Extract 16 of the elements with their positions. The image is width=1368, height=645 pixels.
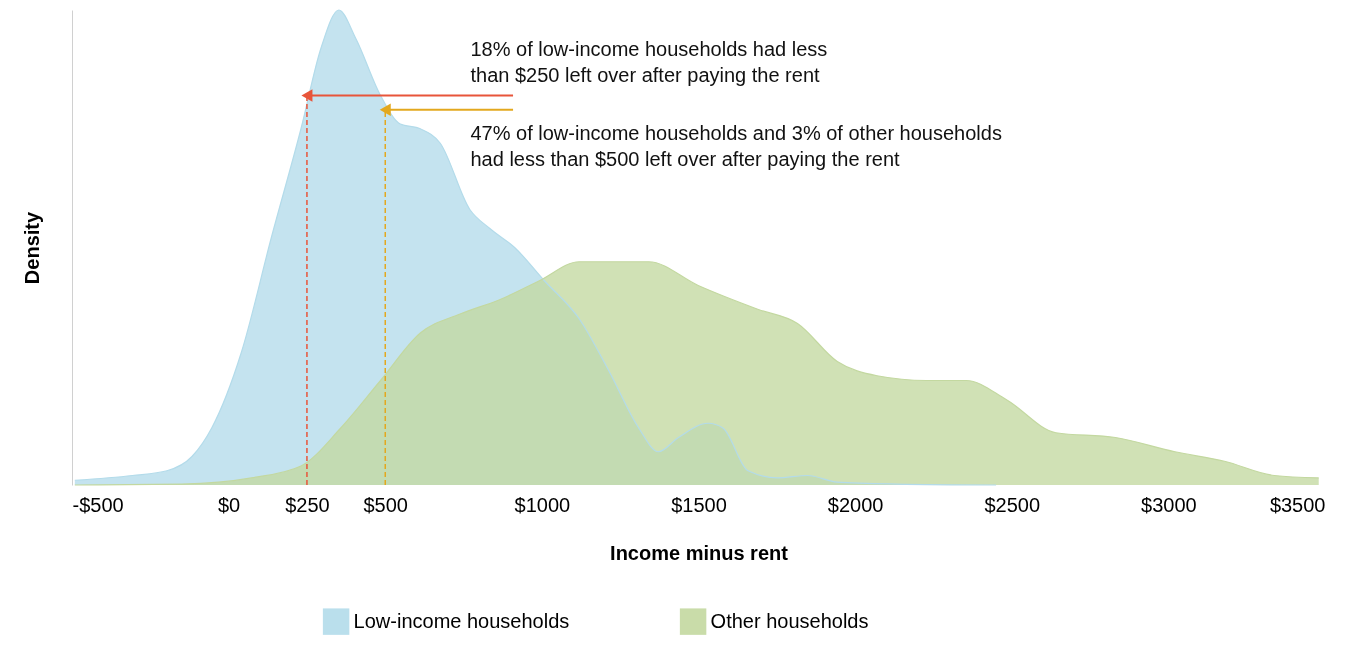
annotation: 18% of low-income households had less than $250 left over after paying the rent	[470, 37, 828, 86]
x-tick-label: $1500	[671, 493, 727, 516]
x-tick-label: $1000	[514, 493, 571, 516]
x-tick-label: $500	[363, 493, 408, 516]
x-tick-label: -$500	[72, 493, 124, 516]
x-axis-title: Income minus rent	[610, 541, 789, 564]
x-tick-label: $3000	[1141, 493, 1197, 516]
legend-label: Other households	[710, 609, 869, 632]
x-tick-label: $250	[285, 493, 330, 516]
x-tick-label: $0	[218, 493, 241, 516]
legend-label: Low-income households	[353, 609, 570, 632]
annotation: 47% of low-income households and 3% of other households had less than $500 left over after paying the rent	[470, 121, 1002, 170]
x-tick-label: $2500	[984, 493, 1041, 516]
y-axis-title: Density	[20, 211, 43, 285]
x-tick-label: $3500	[1269, 493, 1326, 516]
x-tick-label: $2000	[827, 493, 884, 516]
